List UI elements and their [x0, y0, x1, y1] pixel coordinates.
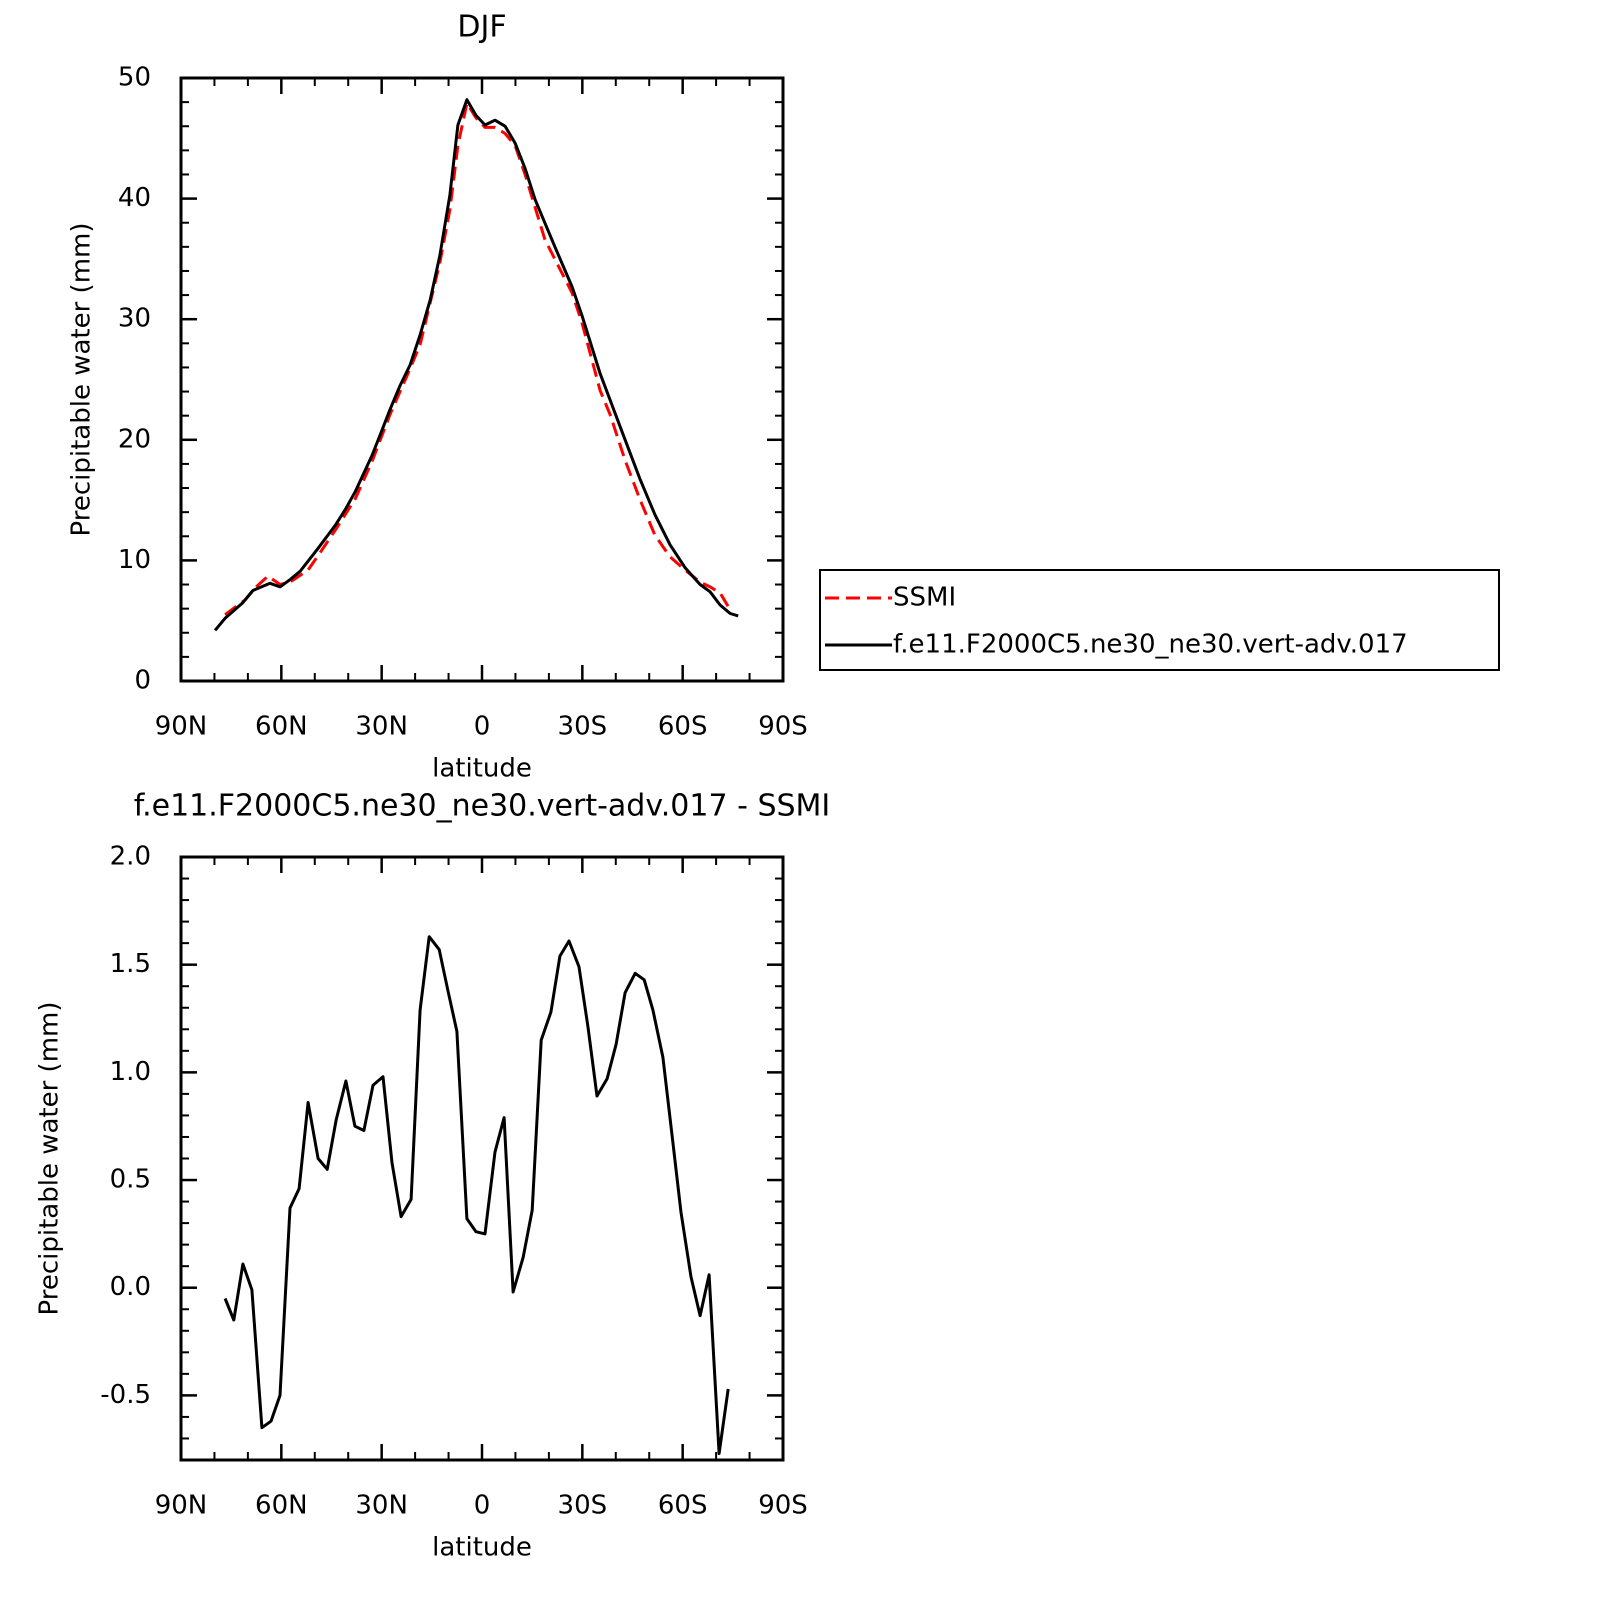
plot-frame [179, 76, 785, 683]
y-tick-label: 0.5 [110, 1165, 151, 1195]
y-tick-label: 40 [118, 183, 151, 213]
legend-label: SSMI [893, 583, 956, 613]
y-tick-label: 2.0 [110, 842, 151, 872]
y-tick-label: 50 [118, 63, 151, 93]
y-tick-label: 1.0 [110, 1057, 151, 1087]
y-tick-label: 10 [118, 545, 151, 575]
y-tick-label: 0 [134, 666, 151, 696]
x-tick-label: 30N [355, 712, 408, 742]
x-tick-label: 90S [758, 712, 808, 742]
chart-title: DJF [457, 10, 506, 45]
y-tick-label: 20 [118, 424, 151, 454]
x-tick-label: 90N [155, 712, 208, 742]
x-tick-label: 60S [658, 712, 708, 742]
x-tick-label: 60N [255, 1491, 308, 1521]
x-tick-label: 0 [474, 1491, 491, 1521]
y-tick-label: -0.5 [100, 1380, 151, 1410]
x-tick-label: 90S [758, 1491, 808, 1521]
legend-label: f.e11.F2000C5.ne30_ne30.vert-adv.017 [893, 630, 1408, 660]
y-axis-label: Precipitable water (mm) [35, 1002, 65, 1316]
x-tick-label: 60N [255, 712, 308, 742]
x-tick-label: 60S [658, 1491, 708, 1521]
x-tick-label: 90N [155, 1491, 208, 1521]
x-tick-label: 30N [355, 1491, 408, 1521]
data-line [224, 101, 732, 616]
y-axis-label: Precipitable water (mm) [67, 223, 97, 537]
chart-title: f.e11.F2000C5.ne30_ne30.vert-adv.017 - S… [134, 789, 831, 824]
x-tick-label: 0 [474, 712, 491, 742]
data-line [223, 935, 730, 1455]
x-tick-label: 30S [558, 1491, 608, 1521]
y-tick-label: 1.5 [110, 949, 151, 979]
legend-box [819, 569, 1500, 671]
data-line [213, 98, 739, 632]
x-axis-label: latitude [432, 754, 532, 784]
x-axis-label: latitude [432, 1533, 532, 1563]
x-tick-label: 30S [558, 712, 608, 742]
plot-frame [179, 855, 785, 1462]
y-tick-label: 0.0 [110, 1272, 151, 1302]
y-tick-label: 30 [118, 304, 151, 334]
